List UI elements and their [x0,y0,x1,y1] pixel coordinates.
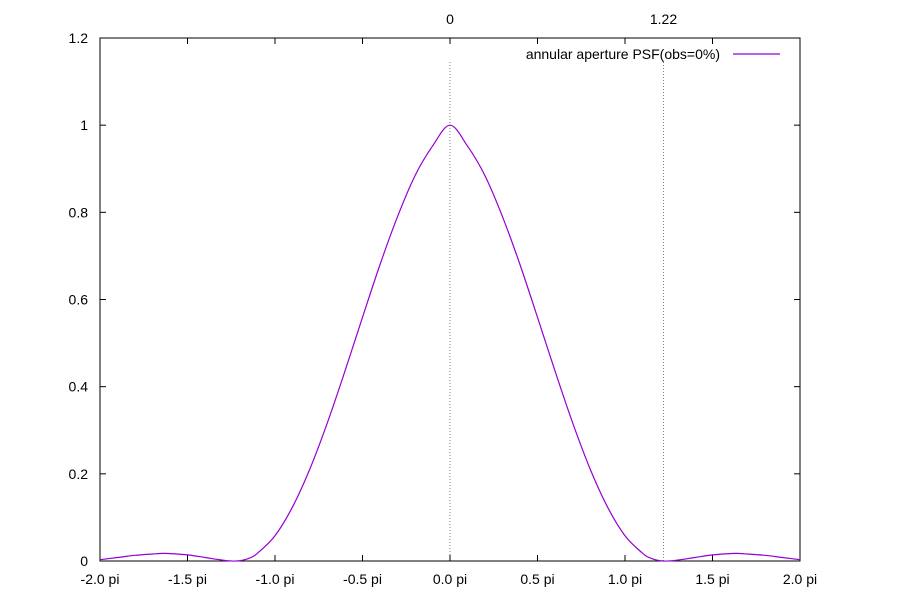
y-tick-label: 0.2 [69,466,89,482]
legend-label: annular aperture PSF(obs=0%) [526,46,720,62]
y-tick-label: 0.8 [69,204,89,220]
x2-tick-label: 1.22 [650,11,677,27]
x-tick-label: 0.5 pi [520,571,554,587]
psf-curve [99,124,801,562]
y-axis: 0 0.2 0.4 0.6 0.8 1 1.2 [69,30,800,569]
x-tick-label: 1.0 pi [608,571,642,587]
x-tick-label: 1.5 pi [695,571,729,587]
legend: annular aperture PSF(obs=0%) [526,46,780,62]
y-tick-label: 1 [80,117,88,133]
x-tick-label: -0.5 pi [343,571,382,587]
x-tick-label: -1.0 pi [256,571,295,587]
x-tick-label: 2.0 pi [783,571,817,587]
x2-reference-lines: 0 1.22 [446,11,677,561]
x-tick-label: 0.0 pi [433,571,467,587]
x2-tick-label: 0 [446,11,454,27]
series-layer [99,124,801,562]
y-tick-label: 0.4 [69,379,89,395]
x-tick-label: -1.5 pi [168,571,207,587]
y-tick-label: 1.2 [69,30,89,46]
y-tick-label: 0 [80,553,88,569]
x-tick-label: -2.0 pi [81,571,120,587]
x-axis: -2.0 pi -1.5 pi -1.0 pi -0.5 pi 0.0 pi 0.5 pi… [81,38,817,587]
y-tick-label: 0.6 [69,292,89,308]
